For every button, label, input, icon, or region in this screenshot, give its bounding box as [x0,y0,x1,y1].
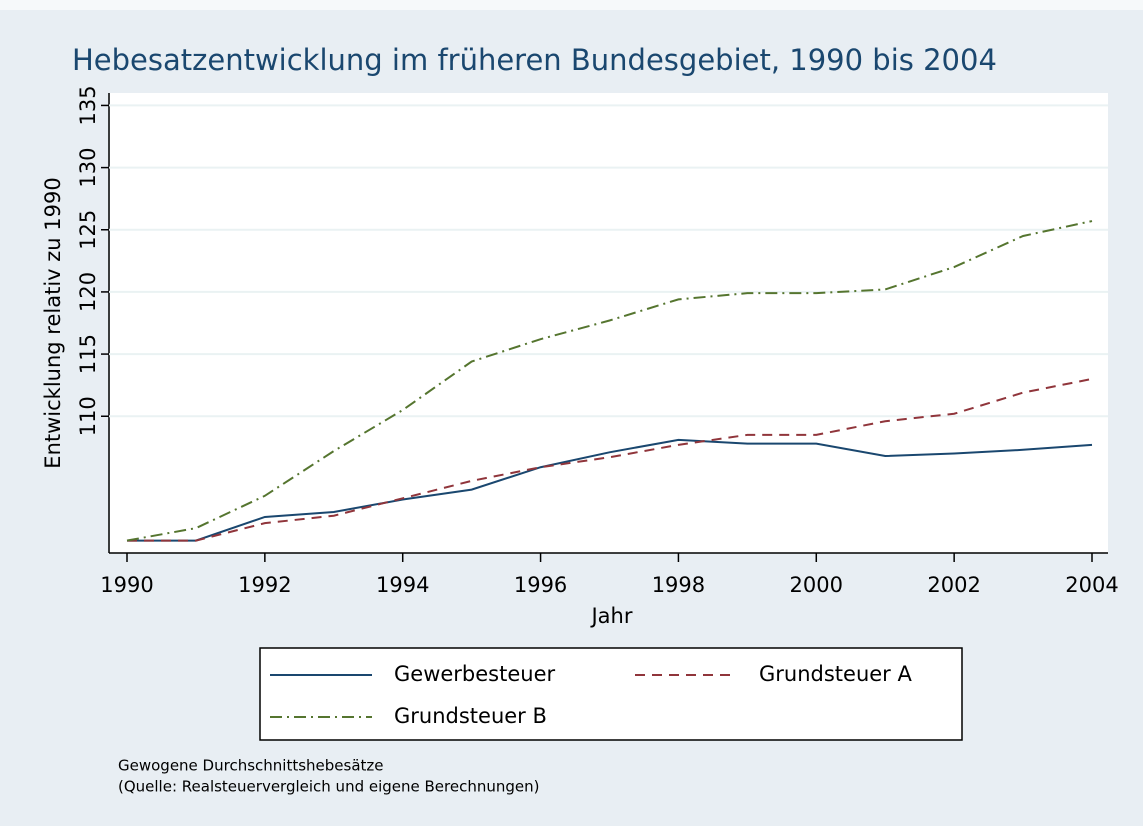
y-axis-label: Entwicklung relativ zu 1990 [41,177,65,468]
x-tick-label: 2004 [1065,573,1118,597]
y-tick-label: 130 [76,148,100,188]
x-axis-label: Jahr [589,604,632,628]
note: Gewogene Durchschnittshebesätze [118,757,384,775]
x-tick-label: 1992 [238,573,291,597]
note: (Quelle: Realsteuervergleich und eigene … [118,778,539,796]
x-tick-label: 1996 [514,573,567,597]
chart-title: Hebesatzentwicklung im früheren Bundesge… [72,43,997,77]
legend-label: Gewerbesteuer [394,662,555,686]
x-tick-label: 2002 [927,573,980,597]
x-tick-label: 1998 [652,573,705,597]
legend-label: Grundsteuer B [394,704,547,728]
y-tick-label: 120 [76,272,100,312]
y-tick-label: 135 [76,85,100,125]
x-tick-label: 1994 [376,573,429,597]
line-series [126,220,1093,542]
legend-label: Grundsteuer A [759,662,912,686]
plot-area [110,93,1108,553]
x-tick-label: 2000 [790,573,843,597]
y-tick-label: 125 [76,210,100,250]
y-tick-label: 110 [76,396,100,436]
y-tick-label: 115 [76,334,100,374]
top-strip [0,0,1143,10]
legend-box [259,647,963,741]
x-tick-label: 1990 [100,573,153,597]
line-series [127,438,1093,542]
line-series [127,377,1093,542]
